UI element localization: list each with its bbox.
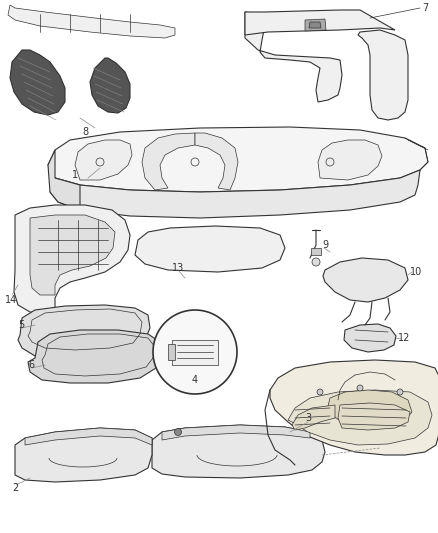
Polygon shape [338,403,410,430]
Text: 2: 2 [12,483,18,493]
Polygon shape [30,215,115,295]
Polygon shape [172,340,218,365]
Polygon shape [48,150,80,210]
Text: 3: 3 [305,413,311,423]
Text: 6: 6 [28,360,34,370]
Polygon shape [50,170,420,218]
Polygon shape [328,390,412,426]
Polygon shape [10,50,65,115]
Polygon shape [318,140,382,180]
Polygon shape [162,425,310,440]
Text: 10: 10 [410,267,422,277]
Polygon shape [25,428,152,445]
Polygon shape [152,425,325,478]
Circle shape [317,389,323,395]
Polygon shape [18,305,150,358]
Polygon shape [311,248,321,255]
Text: 4: 4 [192,375,198,385]
Polygon shape [344,324,396,352]
Text: 5: 5 [18,320,24,330]
Text: 7: 7 [422,3,428,13]
Polygon shape [28,330,162,383]
Circle shape [174,429,181,435]
Polygon shape [309,22,321,28]
Circle shape [312,258,320,266]
Polygon shape [292,405,335,430]
Polygon shape [15,428,152,482]
Polygon shape [195,133,238,190]
Polygon shape [14,205,130,315]
Polygon shape [245,10,395,35]
Polygon shape [270,360,438,455]
Polygon shape [288,390,432,445]
Polygon shape [135,226,285,272]
Polygon shape [245,12,342,102]
Text: 14: 14 [5,295,17,305]
Circle shape [153,310,237,394]
Polygon shape [90,58,130,113]
Text: 8: 8 [82,127,88,137]
Polygon shape [48,127,428,192]
Polygon shape [8,5,175,38]
Circle shape [357,385,363,391]
Polygon shape [305,19,326,31]
Polygon shape [323,258,408,302]
Text: 9: 9 [322,240,328,250]
Circle shape [397,389,403,395]
Polygon shape [358,30,408,120]
Text: 1: 1 [72,170,78,180]
Text: 13: 13 [172,263,184,273]
Polygon shape [75,140,132,180]
Polygon shape [168,344,175,360]
Polygon shape [142,133,195,190]
Text: 12: 12 [398,333,410,343]
